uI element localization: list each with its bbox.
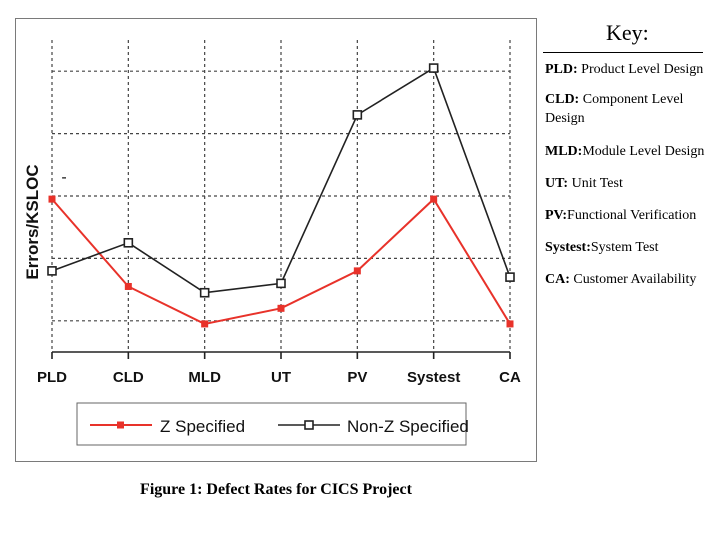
key-item-systest: Systest:System Test: [545, 238, 715, 257]
point-non-z-specified: [199, 287, 210, 298]
point-non-z-specified: [352, 110, 363, 120]
key-abbr: CA:: [545, 272, 570, 287]
y-axis-label: Errors/KSLOC: [23, 164, 42, 279]
key-divider: [543, 52, 703, 53]
key-abbr: Systest:: [545, 240, 591, 255]
point-non-z-specified: [428, 63, 439, 73]
point-non-z-specified: [47, 266, 57, 276]
key-item-ut: UT: Unit Test: [545, 174, 715, 193]
key-title: Key:: [606, 20, 649, 45]
point-z-specified: [277, 304, 285, 312]
point-z-specified: [201, 320, 209, 328]
stray-mark: -: [61, 169, 66, 186]
x-tick-label: MLD: [188, 369, 221, 386]
x-tick-label: CLD: [113, 369, 144, 386]
figure-caption: Figure 1: Defect Rates for CICS Project: [0, 481, 552, 499]
defect-rate-chart: PLD CLD MLD UT PV Systest CA Errors/KSLOC - Z Spe…: [23, 40, 521, 446]
key-item-cld: CLD: Component Level Design: [545, 90, 685, 128]
key-desc: Module Level Design: [582, 144, 705, 159]
key-abbr: PLD:: [545, 62, 578, 77]
x-tick-label: Systest: [407, 369, 460, 386]
legend-label-z-specified: Z Specified: [160, 417, 245, 436]
key-desc: System Test: [590, 240, 659, 255]
point-z-specified: [430, 195, 438, 203]
key-item-mld: MLD:Module Level Design: [545, 142, 715, 161]
point-z-specified: [506, 320, 514, 328]
key-item-ca: CA: Customer Availability: [545, 270, 715, 289]
key-abbr: PV:: [545, 208, 568, 223]
key-abbr: MLD:: [545, 144, 583, 159]
key-item-pld: PLD: Product Level Design: [545, 60, 715, 79]
point-z-specified: [124, 282, 132, 290]
x-tick-label: PV: [347, 369, 367, 386]
caption-label: Figure 1:: [140, 481, 203, 498]
legend-label-non-z-specified: Non-Z Specified: [347, 417, 469, 436]
key-abbr: CLD:: [545, 92, 580, 107]
point-non-z-specified: [505, 272, 515, 282]
key-desc: Component Level Design: [545, 92, 684, 126]
legend-marker-non-z-specified: [304, 420, 314, 430]
x-tick-label: UT: [271, 369, 291, 386]
caption-text: Defect Rates for CICS Project: [206, 481, 412, 498]
x-tick-label: CA: [499, 369, 521, 386]
point-z-specified: [48, 195, 56, 203]
point-non-z-specified: [276, 278, 286, 289]
point-non-z-specified: [123, 238, 134, 248]
key-desc: Customer Availability: [573, 272, 697, 287]
key-desc: Product Level Design: [581, 62, 704, 77]
x-tick-label: PLD: [37, 369, 67, 386]
key-abbr: UT:: [545, 176, 569, 191]
key-desc: Functional Verification: [567, 208, 697, 223]
legend-marker-z-specified: [117, 421, 124, 429]
key-desc: Unit Test: [571, 176, 623, 191]
point-z-specified: [353, 267, 361, 275]
chart-frame: [15, 18, 537, 462]
key-item-pv: PV:Functional Verification: [545, 206, 715, 225]
